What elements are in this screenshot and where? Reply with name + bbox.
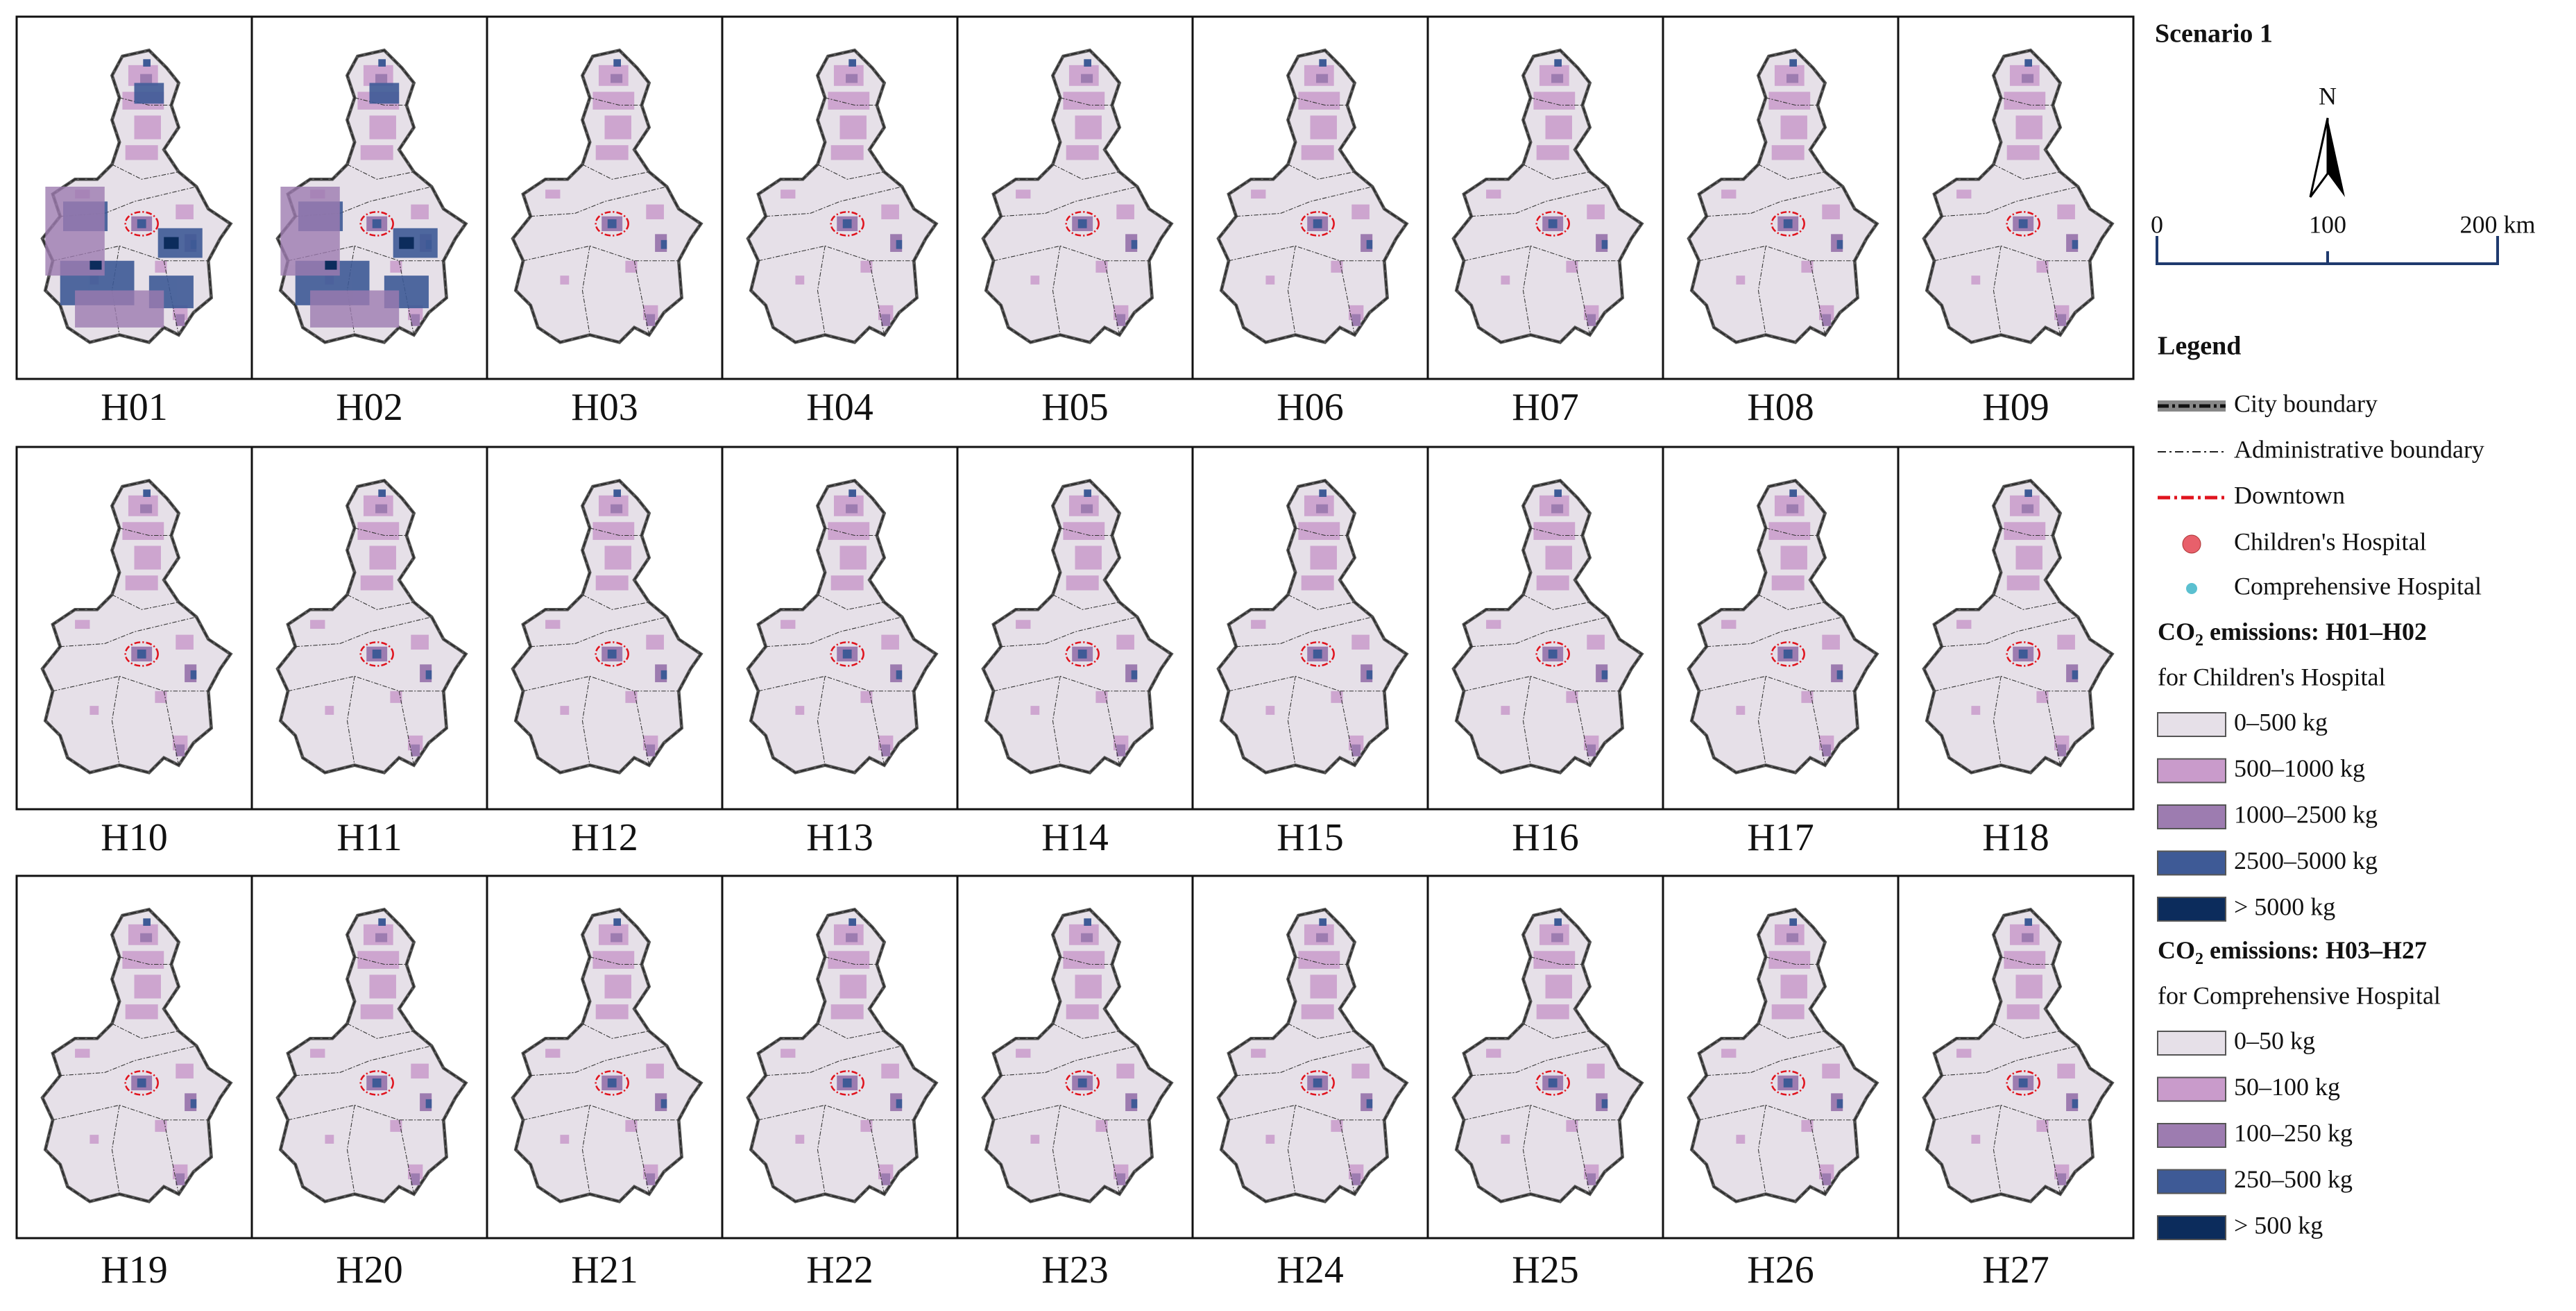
panel-label: H20 — [336, 1249, 402, 1292]
class-swatch — [2157, 1031, 2226, 1056]
panel-label: H25 — [1512, 1249, 1578, 1292]
title-part: emissions: H03–H27 — [2203, 936, 2427, 964]
panel-label: H05 — [1041, 386, 1108, 429]
class-swatch — [2157, 712, 2226, 737]
class-label: 0–50 kg — [2234, 1026, 2315, 1054]
panel-label: H15 — [1277, 816, 1343, 859]
title-part: CO — [2158, 936, 2195, 964]
legend-label: Administrative boundary — [2234, 435, 2484, 463]
panel-label: H06 — [1277, 386, 1343, 429]
class-swatch — [2157, 897, 2226, 922]
panel-label: H01 — [101, 386, 167, 429]
scale-label: 200 km — [2459, 210, 2535, 238]
legend-panel: Scenario 1 N 0 100 200 km Legend City bounda… — [2151, 19, 2536, 1240]
panel-label: H02 — [336, 386, 402, 429]
legend-label: Downtown — [2234, 481, 2345, 509]
class-swatch — [2157, 1169, 2226, 1194]
panel-label: H27 — [1982, 1249, 2049, 1292]
panel-label: H11 — [336, 816, 402, 859]
scale-label: 100 — [2309, 210, 2346, 238]
class-swatch — [2157, 804, 2226, 829]
class-swatch — [2157, 1123, 2226, 1148]
panel-label: H03 — [571, 386, 638, 429]
north-arrow — [2328, 118, 2345, 197]
panel-label: H04 — [806, 386, 873, 429]
class-label: 0–500 kg — [2234, 708, 2328, 736]
class-label: > 5000 kg — [2234, 893, 2335, 920]
panel-label: H08 — [1747, 386, 1814, 429]
scale-label: 0 — [2151, 210, 2163, 238]
scenario-title: Scenario 1 — [2155, 19, 2273, 49]
class-swatch — [2157, 1076, 2226, 1102]
panel-label: H14 — [1041, 816, 1108, 859]
class-swatch — [2157, 758, 2226, 784]
class-label: 50–100 kg — [2234, 1073, 2340, 1101]
class-label: 500–1000 kg — [2234, 754, 2365, 782]
class-swatch — [2157, 1215, 2226, 1240]
north-label: N — [2319, 82, 2337, 110]
title-part: 2 — [2195, 950, 2203, 968]
group-title: CO2 emissions: H01–H02 — [2158, 618, 2427, 649]
scale-bar — [2156, 236, 2499, 265]
legend-label: Children's Hospital — [2234, 527, 2426, 555]
north-arrow — [2309, 117, 2329, 198]
panel-label: H07 — [1512, 386, 1578, 429]
panel-label: H19 — [101, 1249, 167, 1292]
symbol — [2182, 534, 2201, 554]
panel-label: H17 — [1747, 816, 1814, 859]
title-part: emissions: H01–H02 — [2203, 618, 2427, 645]
panel-label: H26 — [1747, 1249, 1814, 1292]
class-label: 250–500 kg — [2234, 1165, 2353, 1193]
panel-label: H18 — [1982, 816, 2049, 859]
panel-label: H21 — [571, 1249, 638, 1292]
panel-label: H22 — [806, 1249, 873, 1292]
legend-label: City boundary — [2234, 389, 2378, 417]
panel-label: H24 — [1277, 1249, 1343, 1292]
class-label: > 500 kg — [2234, 1211, 2323, 1239]
group-subtitle: for Comprehensive Hospital — [2158, 981, 2441, 1009]
panel-label: H12 — [571, 816, 638, 859]
class-label: 1000–2500 kg — [2234, 800, 2378, 828]
panel-label: H10 — [101, 816, 167, 859]
class-label: 100–250 kg — [2234, 1119, 2353, 1147]
legend-title: Legend — [2158, 332, 2241, 361]
panel-label: H13 — [806, 816, 873, 859]
panel-label: H09 — [1982, 386, 2049, 429]
class-label: 2500–5000 kg — [2234, 847, 2378, 874]
group-title: CO2 emissions: H03–H27 — [2158, 936, 2427, 967]
symbol — [2186, 583, 2197, 594]
panel-label: H23 — [1041, 1249, 1108, 1292]
group-subtitle: for Children's Hospital — [2158, 663, 2385, 691]
class-swatch — [2157, 850, 2226, 876]
title-part: CO — [2158, 618, 2195, 645]
panel-label: H16 — [1512, 816, 1578, 859]
title-part: 2 — [2195, 632, 2203, 650]
legend-label: Comprehensive Hospital — [2234, 572, 2482, 600]
map-panels: H01 H02 H03 H04 H05 H06 H07 H08 H09 H10 H11 H12 H13 H… — [15, 15, 2135, 1292]
